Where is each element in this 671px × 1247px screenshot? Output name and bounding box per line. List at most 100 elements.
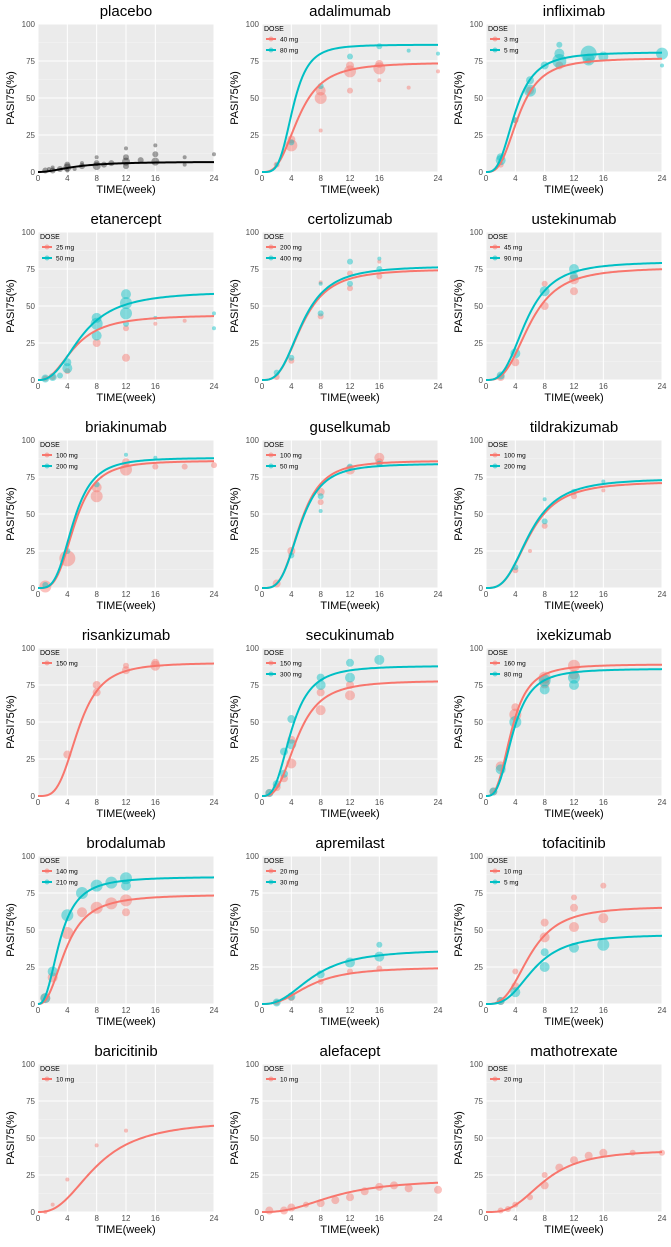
y-axis-label: PASI75(%) (453, 903, 465, 957)
data-point (122, 908, 130, 917)
y-tick-label: 25 (474, 339, 483, 348)
chart-brodalumab: 0 25 50 75 100 0 4 8 12 16 24 brodalumab TIME(week) P… (5, 835, 219, 1028)
data-point (317, 310, 324, 317)
x-tick-label: 12 (122, 382, 131, 391)
y-tick-label: 25 (474, 1171, 483, 1180)
legend-key-dot (268, 244, 274, 250)
data-point (94, 155, 99, 160)
x-axis-label: TIME(week) (320, 600, 379, 612)
panel-guselkumab: 0 25 50 75 100 0 4 8 12 16 24 guselkumab TIME(week) P… (224, 416, 447, 623)
y-axis-label: PASI75(%) (229, 903, 241, 957)
x-tick-label: 8 (94, 174, 99, 183)
legend-title: DOSE (264, 1066, 284, 1073)
y-tick-label: 25 (250, 963, 259, 972)
y-tick-label: 100 (22, 1060, 36, 1069)
data-point (601, 488, 606, 493)
chart-certolizumab: 0 25 50 75 100 0 4 8 12 16 24 certolizumab TIME(week… (229, 211, 443, 404)
legend-label: 80 mg (280, 48, 298, 55)
y-tick-label: 0 (255, 792, 260, 801)
panel-title: infliximab (543, 3, 606, 20)
legend-label: 20 mg (504, 1077, 522, 1084)
y-tick-label: 50 (250, 926, 259, 935)
x-tick-label: 16 (599, 1006, 608, 1015)
y-axis-label: PASI75(%) (229, 695, 241, 749)
legend-label: 400 mg (280, 256, 302, 263)
data-point (317, 499, 324, 506)
fit-line-150-mg (261, 680, 439, 797)
data-point (91, 330, 102, 341)
y-tick-label: 0 (31, 376, 36, 385)
x-tick-label: 0 (36, 382, 41, 391)
x-tick-label: 0 (36, 798, 41, 807)
data-point (318, 281, 323, 286)
data-point (542, 497, 547, 502)
x-tick-label: 0 (260, 174, 265, 183)
data-point (316, 688, 325, 697)
x-tick-label: 24 (434, 1214, 443, 1223)
legend-key-dot (268, 879, 274, 885)
x-tick-label: 8 (542, 1006, 547, 1015)
legend-title: DOSE (40, 1066, 60, 1073)
x-tick-label: 24 (658, 590, 667, 599)
data-point (541, 1172, 548, 1178)
legend-key-dot (44, 660, 50, 666)
y-tick-label: 25 (250, 131, 259, 140)
x-tick-label: 8 (318, 798, 323, 807)
legend-key-dot (44, 868, 50, 874)
legend-label: 150 mg (280, 661, 302, 668)
y-tick-label: 75 (474, 889, 483, 898)
chart-briakinumab: 0 25 50 75 100 0 4 8 12 16 24 briakinumab TIME(week)… (5, 419, 219, 612)
y-tick-label: 0 (479, 584, 484, 593)
legend-title: DOSE (488, 650, 508, 657)
x-tick-label: 0 (484, 174, 489, 183)
data-point (182, 162, 187, 167)
data-point (288, 354, 295, 361)
data-point (92, 681, 101, 689)
y-tick-label: 100 (22, 852, 36, 861)
data-point (137, 157, 144, 164)
x-axis-label: TIME(week) (96, 392, 155, 404)
panel-alefacept: 0 25 50 75 100 0 4 8 12 16 24 alefacept TIME(week) PA… (224, 1040, 447, 1247)
data-point (50, 1202, 55, 1207)
legend-title: DOSE (488, 858, 508, 865)
data-point (599, 1148, 608, 1157)
y-tick-label: 0 (31, 792, 36, 801)
y-tick-label: 100 (470, 1060, 484, 1069)
data-point (374, 654, 385, 665)
data-point (153, 321, 158, 326)
data-point (377, 259, 382, 264)
y-tick-label: 50 (474, 510, 483, 519)
y-tick-label: 50 (26, 510, 35, 519)
y-tick-label: 75 (474, 265, 483, 274)
data-point (317, 493, 324, 500)
legend-label: 80 mg (504, 672, 522, 679)
data-point (660, 63, 664, 68)
y-axis-label: PASI75(%) (229, 279, 241, 333)
y-tick-label: 25 (26, 131, 35, 140)
legend-label: 200 mg (56, 464, 78, 471)
y-axis-label: PASI75(%) (453, 487, 465, 541)
data-point (347, 87, 353, 94)
y-tick-label: 0 (479, 168, 484, 177)
data-point (57, 372, 63, 379)
fit-line-200-mg (485, 479, 663, 589)
x-tick-label: 16 (599, 382, 608, 391)
legend-label: 30 mg (280, 880, 298, 887)
panel-title: tildrakizumab (530, 419, 618, 436)
data-point (376, 941, 383, 948)
x-tick-label: 4 (513, 174, 518, 183)
x-tick-label: 16 (375, 798, 384, 807)
y-tick-label: 75 (474, 57, 483, 66)
legend-key-dot (268, 1076, 274, 1082)
data-point (50, 165, 55, 170)
data-point (318, 509, 323, 514)
data-point (65, 168, 70, 173)
panel-title: briakinumab (85, 419, 167, 436)
data-point (124, 146, 128, 151)
fit-line-210-mg (37, 876, 215, 1005)
legend-label: 10 mg (504, 869, 522, 876)
x-tick-label: 12 (570, 1214, 579, 1223)
fit-line-45-mg (485, 268, 663, 381)
y-tick-label: 100 (470, 852, 484, 861)
legend-key-dot (44, 1076, 50, 1082)
